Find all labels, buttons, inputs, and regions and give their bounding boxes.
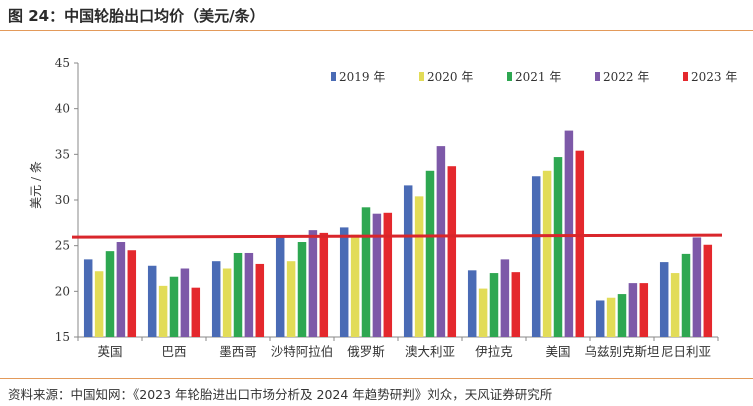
bar — [575, 150, 585, 337]
legend-label: 2023 年 — [691, 70, 737, 84]
bar — [553, 157, 563, 337]
y-tick-label: 15 — [55, 330, 70, 344]
bar — [83, 259, 93, 337]
legend-label: 2019 年 — [339, 70, 385, 84]
y-tick-label: 35 — [55, 147, 70, 161]
legend-label: 2021 年 — [515, 70, 561, 84]
figure-header: 图 24：中国轮胎出口均价（美元/条） — [0, 0, 753, 31]
bar — [617, 294, 627, 337]
bar — [639, 283, 649, 337]
legend: 2019 年 2020 年 2021 年 2022 年 2023 年 — [331, 70, 737, 84]
bar — [595, 300, 605, 337]
bar — [542, 170, 552, 337]
bar — [105, 251, 115, 337]
bar — [628, 283, 638, 337]
bar — [297, 242, 307, 337]
bar — [692, 237, 702, 337]
y-tick-label: 30 — [55, 193, 70, 207]
bar — [350, 234, 360, 337]
bar — [414, 196, 424, 337]
y-axis: 15 20 25 30 35 40 45 — [55, 56, 79, 344]
legend-swatch — [331, 72, 336, 81]
bar — [703, 244, 713, 337]
y-tick-label: 20 — [55, 284, 70, 298]
x-tick-label: 美国 — [545, 344, 570, 359]
bar — [158, 285, 168, 337]
y-tick-label: 40 — [55, 102, 70, 116]
figure-footer: 资料来源：中国知网：《2023 年轮胎进出口市场分析及 2024 年趋势研判》刘… — [0, 378, 753, 406]
y-axis-label: 美元 / 条 — [29, 161, 43, 209]
bar — [222, 268, 232, 337]
legend-swatch — [595, 72, 600, 81]
x-tick-label: 尼日利亚 — [661, 344, 711, 359]
bar — [467, 270, 477, 337]
legend-swatch — [507, 72, 512, 81]
x-tick-label: 澳大利亚 — [405, 344, 455, 359]
bar — [147, 265, 157, 337]
bar — [233, 252, 243, 337]
bar — [372, 213, 382, 337]
bar — [511, 272, 521, 337]
legend-swatch — [419, 72, 424, 81]
reference-line-group — [71, 233, 723, 239]
bar — [659, 262, 669, 337]
bar — [275, 236, 285, 337]
bar — [670, 273, 680, 337]
bar — [94, 271, 104, 337]
bar — [478, 288, 488, 337]
y-tick-label: 45 — [55, 56, 70, 70]
bar — [436, 146, 446, 337]
x-tick-label: 俄罗斯 — [347, 344, 385, 359]
bar — [681, 253, 691, 337]
bar-chart: 15 20 25 30 35 40 45 英国 巴西 墨西哥 沙特阿拉伯 俄罗斯 澳大利亚 伊拉克 美国乌… — [29, 56, 737, 359]
chart-area: 15 20 25 30 35 40 45 英国 巴西 墨西哥 沙特阿拉伯 俄罗斯 澳大利亚 伊拉克 美国乌… — [0, 30, 753, 382]
bar — [169, 276, 179, 337]
bar — [383, 212, 393, 337]
x-axis: 英国 巴西 墨西哥 沙特阿拉伯 俄罗斯 澳大利亚 伊拉克 美国 乌兹别克斯坦 尼日利亚 — [77, 336, 719, 359]
bar — [308, 230, 318, 337]
x-tick-label: 伊拉克 — [475, 344, 513, 359]
figure-title: 图 24：中国轮胎出口均价（美元/条） — [8, 7, 265, 25]
bar — [425, 170, 435, 337]
bar — [244, 252, 254, 337]
legend-label: 2022 年 — [603, 70, 649, 84]
bar — [286, 261, 296, 337]
bar — [255, 263, 265, 337]
x-tick-label: 英国 — [97, 344, 122, 359]
bar — [319, 232, 329, 337]
bar — [500, 259, 510, 337]
bars — [83, 130, 713, 337]
bar — [361, 207, 371, 337]
x-tick-label: 巴西 — [161, 344, 186, 359]
bar — [116, 242, 126, 337]
source-note: 资料来源：中国知网：《2023 年轮胎进出口市场分析及 2024 年趋势研判》刘… — [8, 387, 553, 402]
legend-label: 2020 年 — [427, 70, 473, 84]
bar — [531, 176, 541, 337]
bar — [180, 268, 190, 337]
bar — [564, 130, 574, 337]
bar — [403, 185, 413, 337]
bar — [191, 287, 201, 337]
legend-swatch — [683, 72, 688, 81]
bar — [339, 227, 349, 337]
reference-line — [71, 233, 723, 239]
bar — [211, 261, 221, 337]
bar — [606, 297, 616, 337]
x-tick-label: 墨西哥 — [219, 344, 257, 359]
bar — [447, 166, 457, 337]
x-tick-label: 乌兹别克斯坦 — [584, 344, 659, 359]
y-tick-label: 25 — [55, 239, 70, 253]
bar — [127, 250, 137, 337]
bar — [489, 273, 499, 337]
x-tick-label: 沙特阿拉伯 — [271, 344, 334, 359]
